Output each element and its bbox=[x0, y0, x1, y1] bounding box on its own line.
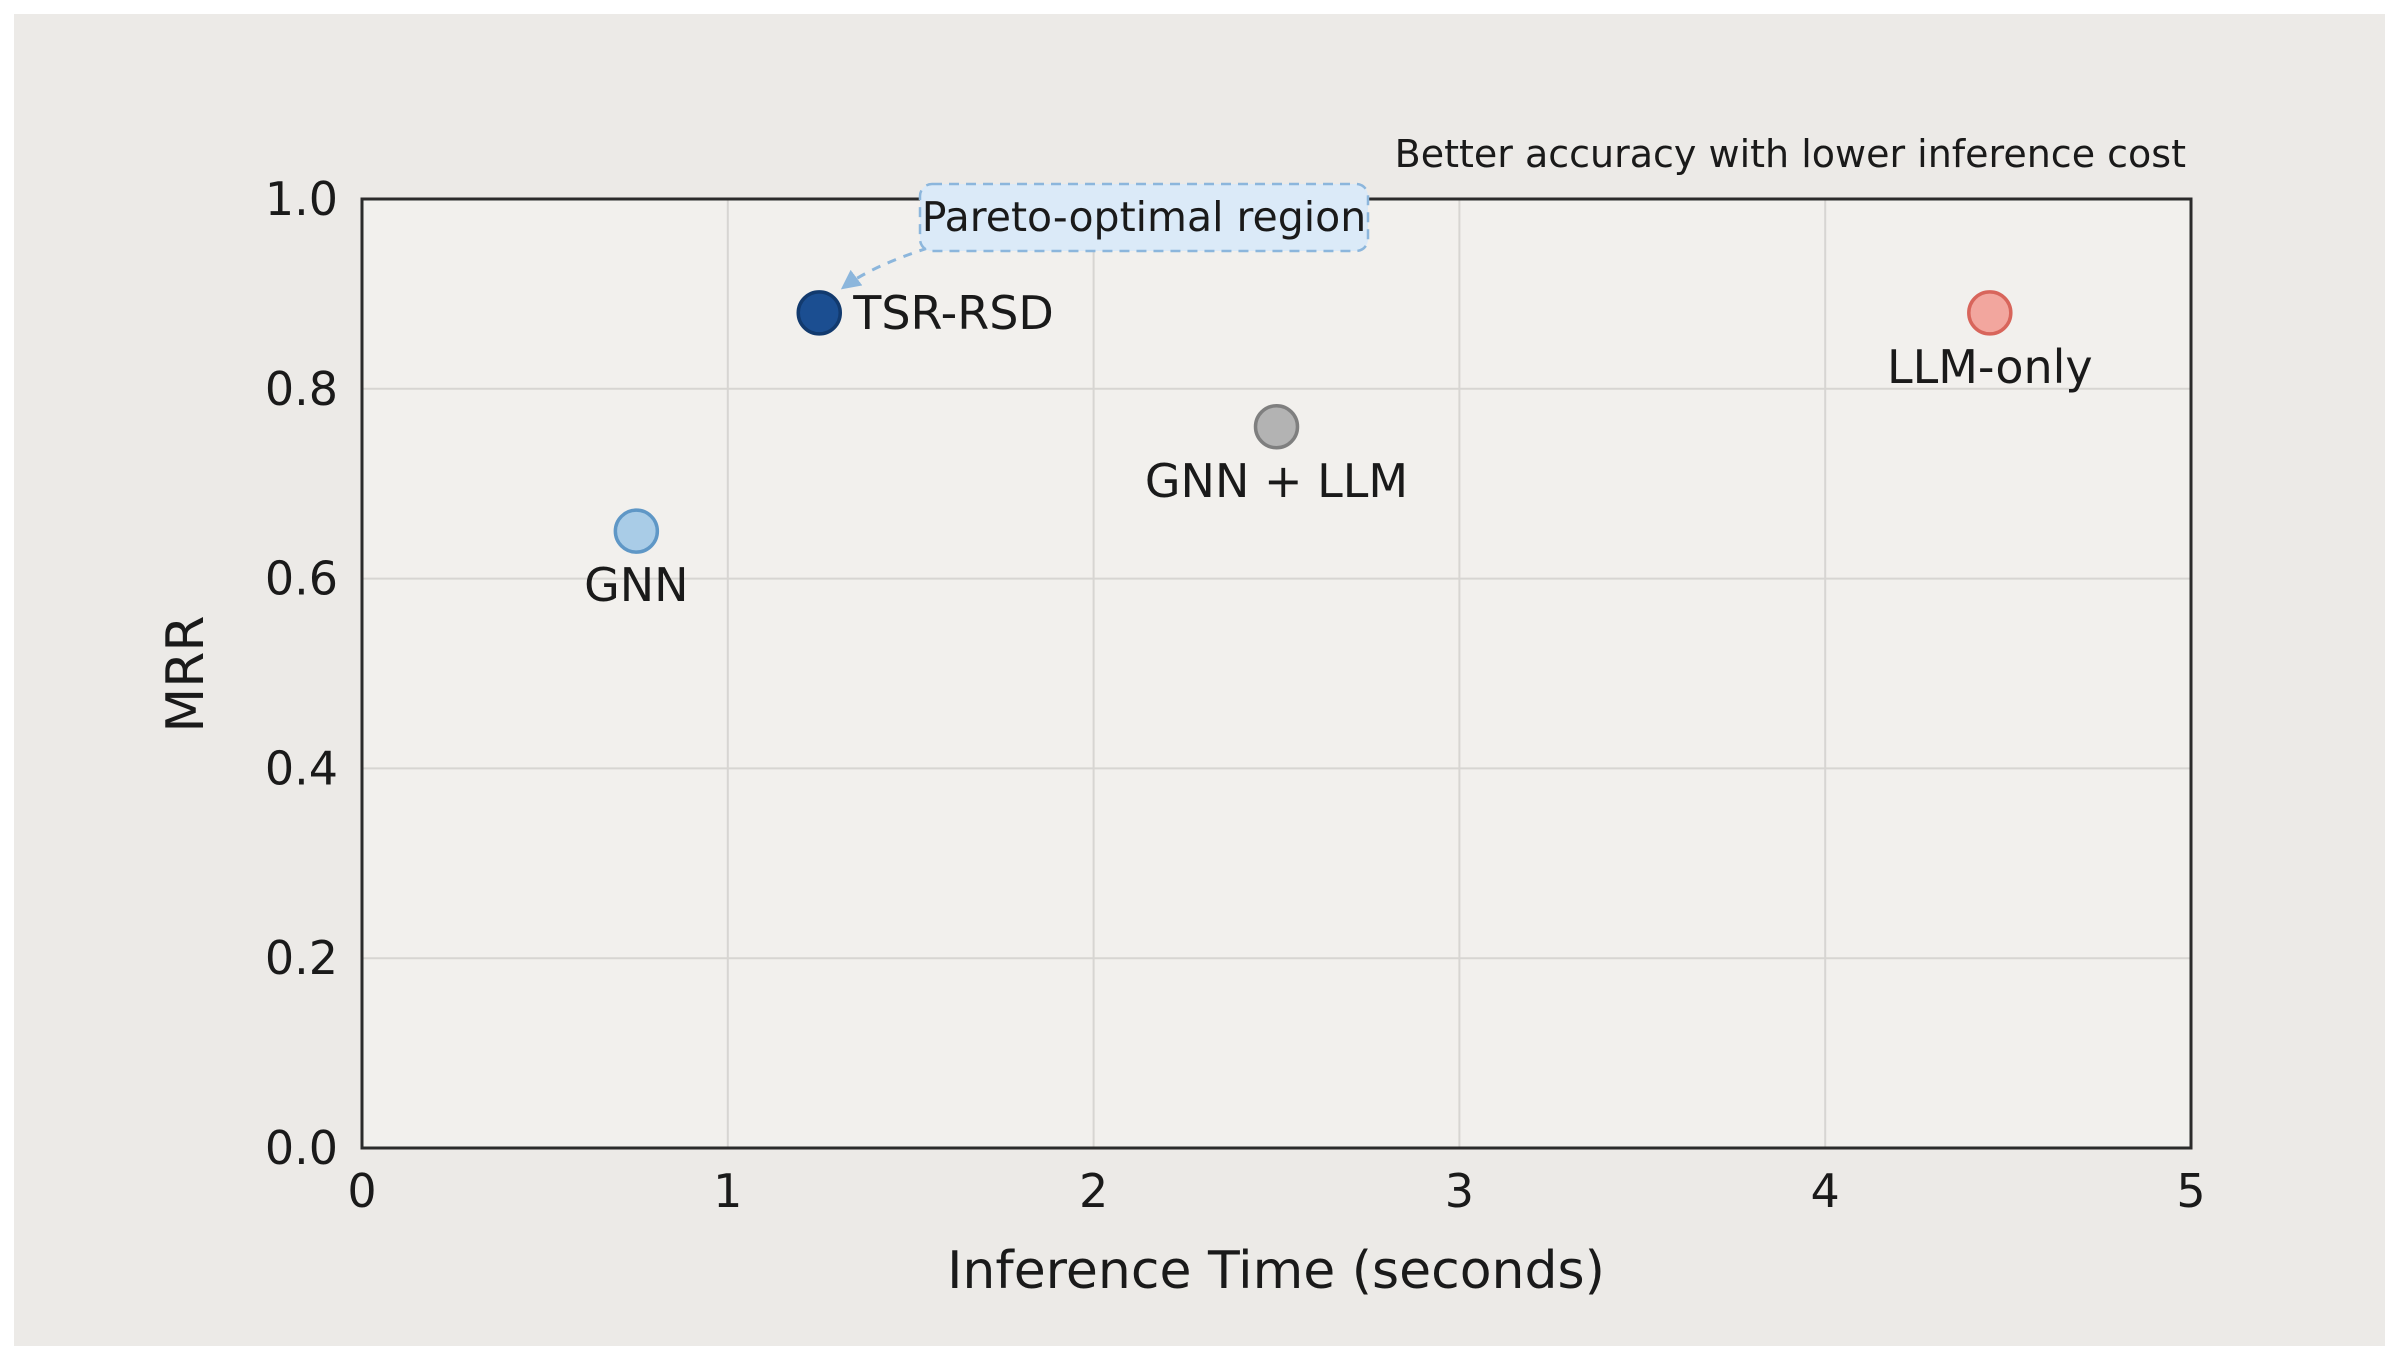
data-point-label-tsr-rsd: TSR-RSD bbox=[852, 286, 1054, 340]
x-tick-label: 2 bbox=[1079, 1164, 1108, 1218]
data-point-tsr-rsd bbox=[796, 290, 842, 336]
plot-area bbox=[362, 199, 2191, 1148]
pareto-label: Pareto-optimal region bbox=[922, 193, 1366, 241]
gridlines bbox=[362, 199, 2191, 1148]
pareto-arrow bbox=[840, 246, 929, 290]
y-tick-label: 0.2 bbox=[265, 931, 338, 985]
data-point-llm-only bbox=[1967, 290, 2013, 336]
data-point-label-llm-only: LLM-only bbox=[1887, 340, 2093, 394]
x-tick-label: 4 bbox=[1811, 1164, 1840, 1218]
data-point-label-gnn-llm: GNN + LLM bbox=[1145, 454, 1408, 508]
x-tick-label: 3 bbox=[1445, 1164, 1474, 1218]
x-axis-tick-labels: 0 1 2 3 4 5 bbox=[347, 1164, 2205, 1218]
y-axis-label: MRR bbox=[156, 615, 216, 732]
pareto-box bbox=[918, 182, 1370, 253]
x-tick-label: 1 bbox=[713, 1164, 742, 1218]
y-tick-label: 0.6 bbox=[265, 552, 338, 606]
x-tick-label: 5 bbox=[2176, 1164, 2205, 1218]
y-tick-label: 0.4 bbox=[265, 741, 338, 795]
top-annotation: Better accuracy with lower inference cos… bbox=[1395, 132, 2186, 176]
data-point-gnn bbox=[613, 508, 660, 554]
y-tick-label: 0.8 bbox=[265, 362, 338, 416]
pareto-annotation: Pareto-optimal region bbox=[840, 182, 1370, 290]
y-tick-label: 0.0 bbox=[265, 1121, 338, 1175]
data-point-label-gnn: GNN bbox=[584, 558, 688, 612]
y-axis-tick-labels: 0.0 0.2 0.4 0.6 0.8 1.0 bbox=[265, 172, 338, 1175]
data-points: GNN TSR-RSD GNN + LLM LLM-only bbox=[584, 286, 2093, 612]
data-point-gnn-llm bbox=[1253, 404, 1300, 450]
y-tick-label: 1.0 bbox=[265, 172, 338, 226]
x-tick-label: 0 bbox=[347, 1164, 376, 1218]
x-axis-label: Inference Time (seconds) bbox=[947, 1241, 1605, 1301]
